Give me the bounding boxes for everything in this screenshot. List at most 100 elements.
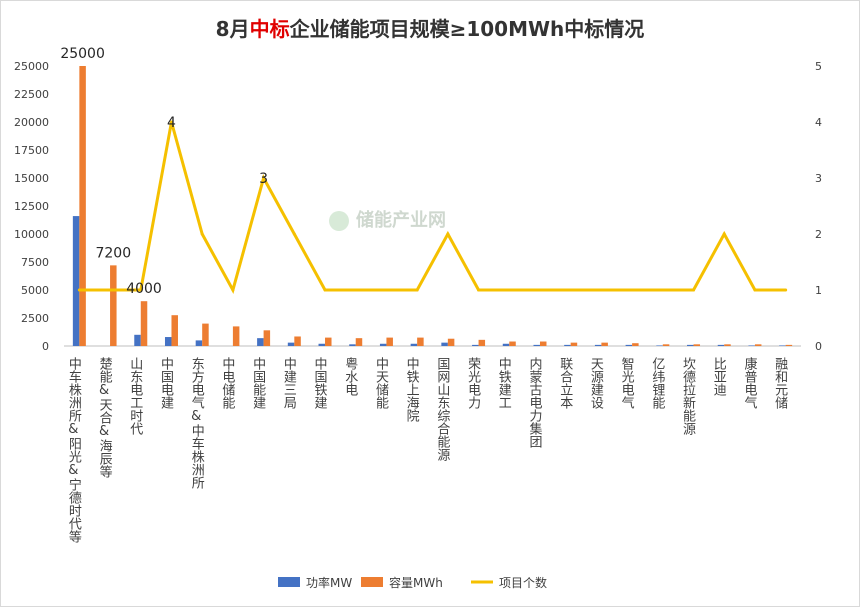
line-point [139,288,143,292]
x-tick-label: 联合立本 [557,357,573,409]
x-tick-label: 中建三局 [281,357,297,409]
x-tick-label: 山东电工时代 [127,357,143,436]
bar-capacity [570,342,578,346]
y-left-tick-label: 5000 [21,284,49,297]
bar-capacity [724,344,731,346]
bar-power [318,343,326,346]
line-point [722,232,726,236]
line-point [507,288,511,292]
y-left-tick-label: 7500 [21,256,49,269]
bar-capacity [171,315,178,346]
bar-power [748,345,755,346]
bar-power [533,344,540,346]
line-project-count [79,121,786,294]
line-point [630,288,634,292]
x-tick-label: 中电储能 [219,357,235,409]
line-point [200,232,204,236]
bar-capacity [325,337,332,346]
x-tick-label: 中铁上海院 [404,357,420,422]
x-tick-label: 中铁建工 [496,357,512,409]
bar-power [687,344,694,346]
x-tick-label: 天源建设 [588,357,604,409]
watermark: 储能产业网 [355,209,446,231]
legend-label: 功率MW [306,575,352,590]
y-right-tick-label: 5 [815,60,822,73]
line-point [599,288,603,292]
legend-swatch [361,577,383,587]
y-left-tick-label: 25000 [14,60,49,73]
y-left-tick-label: 2500 [21,312,49,325]
y-left-tick-label: 15000 [14,172,49,185]
bar-capacity [662,344,670,346]
x-tick-label: 东方电气&中车株洲所 [189,357,205,489]
y-left-tick-label: 17500 [14,144,49,157]
y-right-tick-label: 3 [815,172,822,185]
bar-capacity [232,326,240,346]
watermark-logo-icon [329,211,349,231]
y-right-tick-label: 0 [815,340,822,353]
line-point [323,288,327,292]
bar-capacity [202,323,209,346]
x-tick-label: 中国电建 [158,357,174,410]
x-tick-label: 中国能建 [250,357,266,410]
y-left-tick-label: 0 [42,340,49,353]
y-left-tick-label: 20000 [14,116,49,129]
x-tick-label: 荣光电力 [465,357,481,410]
bar-power [594,344,602,346]
bar-power [72,216,80,346]
line-point [262,176,266,180]
bar-power [134,334,141,346]
bar-capacity [601,342,608,346]
line-point [108,288,112,292]
line-point [231,288,235,292]
line-point [354,288,358,292]
bar-capacity [447,338,455,346]
x-tick-label: 智光电气 [619,357,635,409]
bar-power [441,342,448,346]
x-tick-label: 坎德拉新能源 [680,357,696,435]
line-point [384,288,388,292]
data-label: 25000 [60,46,105,62]
bar-power [625,344,633,346]
x-tick-label: 亿纬锂能 [649,357,665,409]
bar-capacity [355,338,363,346]
bar-capacity [417,337,424,346]
bar-power [349,344,356,346]
line-point [169,120,173,124]
line-point [77,288,81,292]
x-tick-label: 融和元储 [772,357,788,409]
bar-power [257,338,264,346]
bar-power [379,343,387,346]
title-part-1: 8月 [215,17,250,41]
bar-power [717,344,725,346]
line-point [292,232,296,236]
bar-power [656,345,663,346]
data-label: 4000 [126,281,162,297]
x-tick-label: 比亚迪 [711,357,727,397]
data-label: 3 [259,171,268,187]
y-right-tick-label: 1 [815,284,822,297]
bar-power [502,343,510,346]
bar-capacity [539,341,547,346]
line-point [415,288,419,292]
bar-capacity [386,337,393,346]
x-tick-label: 中车株洲所&阳光&宁德时代等 [66,357,82,543]
bar-capacity [785,344,793,346]
bar-capacity [263,330,271,346]
y-left-tick-label: 10000 [14,228,49,241]
x-tick-label: 中天储能 [373,357,389,409]
data-label: 7200 [95,245,131,261]
line-point [753,288,757,292]
x-tick-label: 中国铁建 [312,357,328,410]
bar-capacity [140,301,148,346]
bar-power [287,342,295,346]
line-point [477,288,481,292]
bar-power [410,343,418,346]
line-point [692,288,696,292]
x-tick-label: 粤水电 [342,356,358,396]
bar-capacity [79,66,86,346]
bar-power [164,337,172,346]
y-right-tick-label: 4 [815,116,822,129]
bar-power [472,344,479,346]
